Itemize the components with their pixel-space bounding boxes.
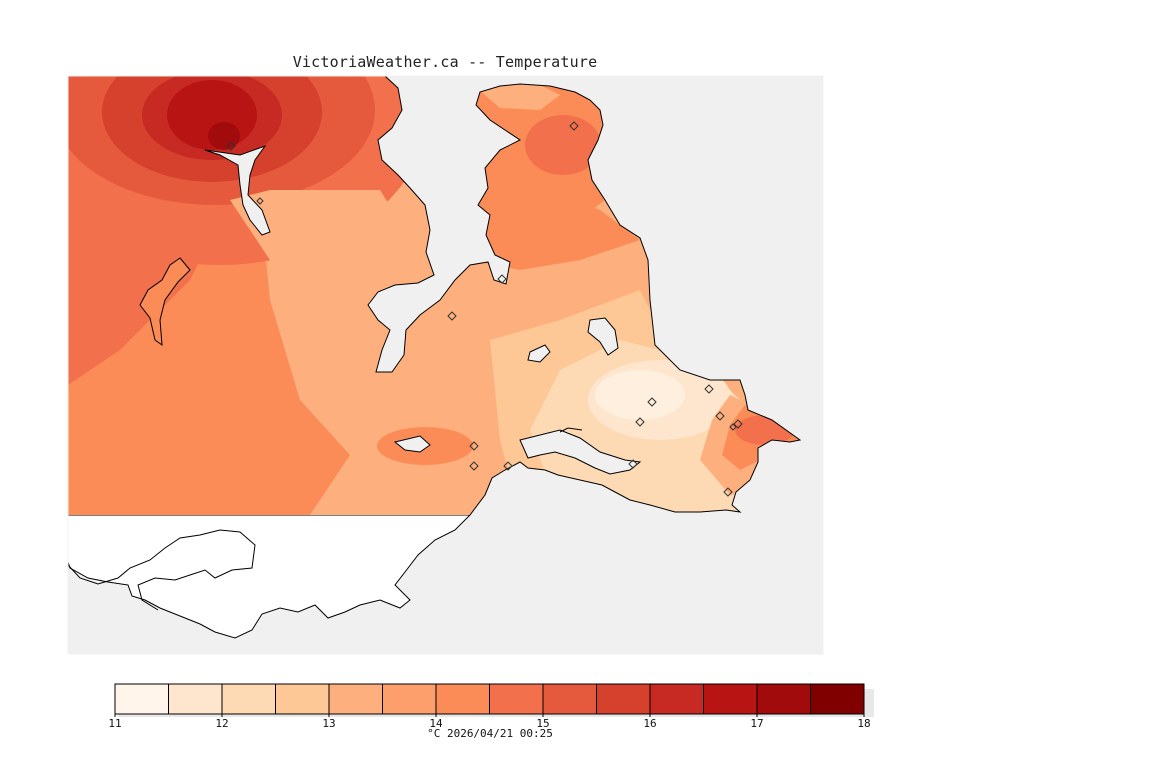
inlet-lake [393,435,431,453]
page-title: VictoriaWeather.ca -- Temperature [292,53,598,71]
colorbar-cell [328,683,383,715]
colorbar-cell [649,683,704,715]
colorbar-cell [810,683,865,715]
colorbar-tick-label: 13 [322,717,335,730]
colorbar-cell [275,683,330,715]
colorbar-tick-label: 18 [857,717,870,730]
colorbar-cell [382,683,437,715]
colorbar-cell [596,683,651,715]
colorbar-ticks: 11 12 13 14 15 16 17 18 [108,714,871,730]
inlet-lake [527,344,551,363]
colorbar-tick-label: 15 [536,717,549,730]
colorbar-tick-label: 16 [643,717,656,730]
inlet-lake [204,144,271,236]
inlet-lake [587,317,619,356]
colorbar-cell [756,683,811,715]
colorbar-cell [489,683,544,715]
colorbar-cell [703,683,758,715]
coastline-saanich [367,75,802,516]
colorbar-cells [114,683,865,715]
colorbar-tick-label: 17 [750,717,763,730]
colorbar-cell [168,683,223,715]
harbour-inlet [519,429,642,475]
colorbar-tick-label: 11 [108,717,121,730]
colorbar-cell [542,683,597,715]
coastline-detail [559,427,583,433]
colorbar-cell [435,683,490,715]
colorbar-cell [114,683,169,715]
colorbar-cell [221,683,276,715]
colorbar-tick-label: 12 [215,717,228,730]
inlet-lake [139,257,191,347]
station-markers [226,121,743,497]
colorbar-tick-label: 14 [429,717,443,730]
coastline-olympic [67,529,256,611]
unit-timestamp: °C 2026/04/21 00:25 [427,727,553,740]
